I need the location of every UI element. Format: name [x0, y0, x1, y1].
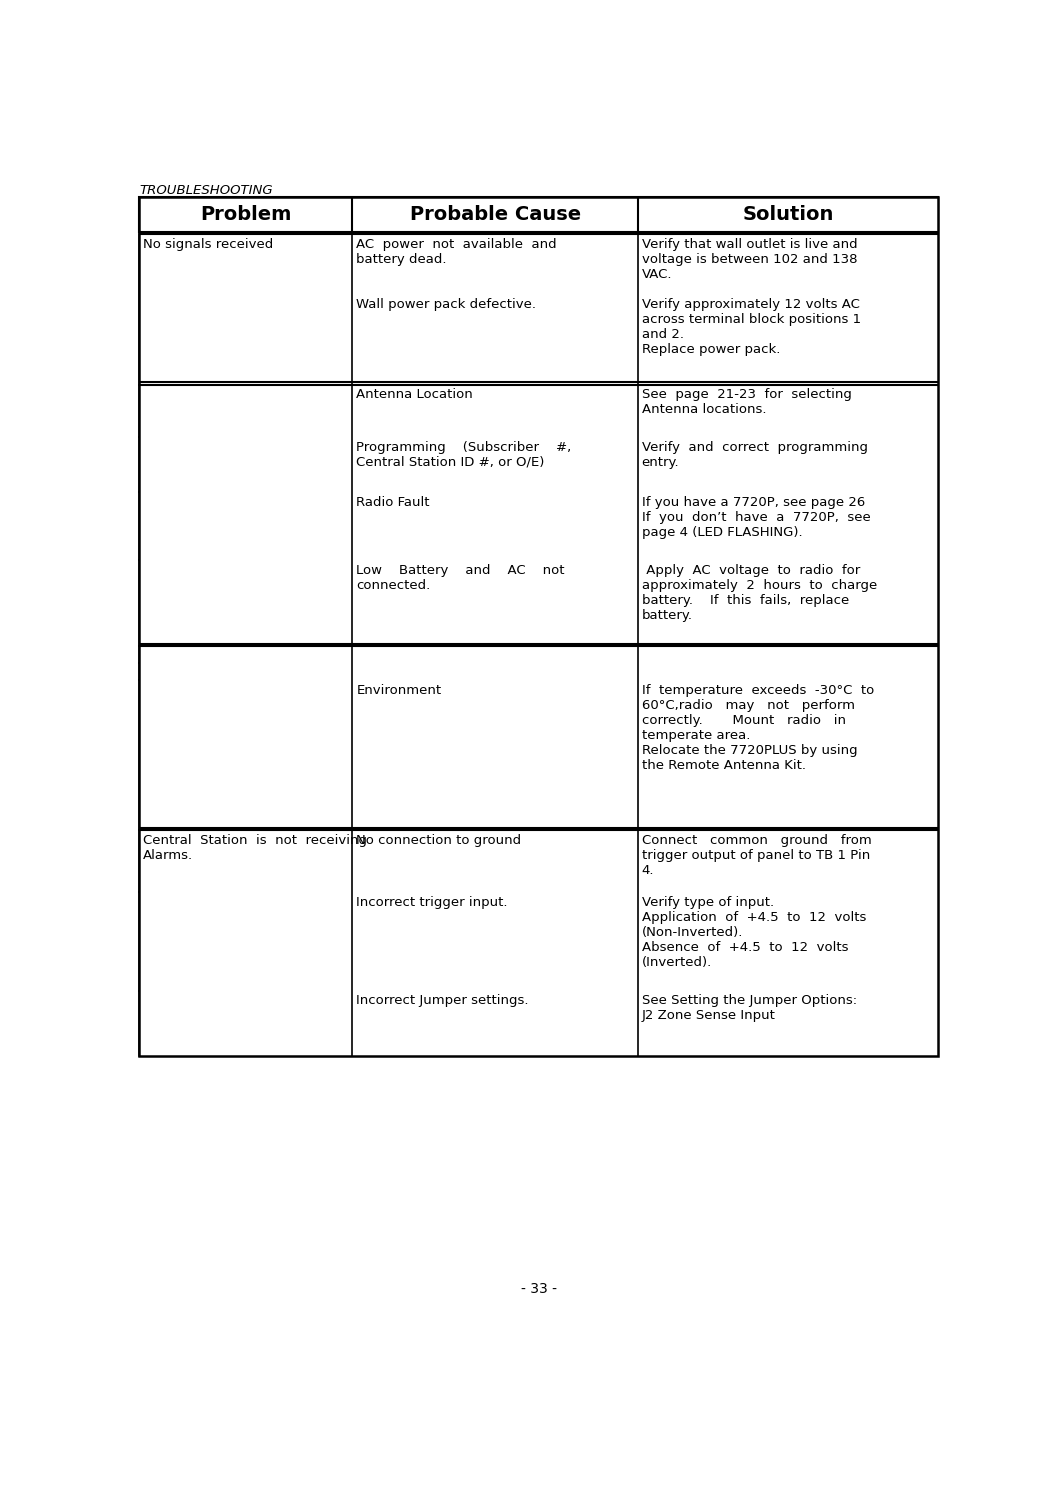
Bar	[139, 892, 352, 990]
Text: Connect   common   ground   from
trigger output of panel to TB 1 Pin
4.: Connect common ground from trigger outpu…	[641, 835, 871, 878]
Bar	[352, 493, 638, 560]
Bar	[139, 235, 352, 385]
Bar	[638, 830, 939, 892]
Bar	[352, 680, 638, 830]
Text: See Setting the Jumper Options:
J2 Zone Sense Input: See Setting the Jumper Options: J2 Zone …	[641, 995, 857, 1022]
Text: Antenna Location: Antenna Location	[356, 389, 473, 401]
Text: Apply  AC  voltage  to  radio  for
approximately  2  hours  to  charge
battery. : Apply AC voltage to radio for approximat…	[641, 564, 877, 622]
Text: Probable Cause: Probable Cause	[410, 205, 580, 224]
Bar	[352, 560, 638, 646]
Bar	[638, 437, 939, 493]
Bar	[638, 235, 939, 385]
Bar	[352, 385, 638, 437]
Text: See  page  21-23  for  selecting
Antenna locations.: See page 21-23 for selecting Antenna loc…	[641, 389, 851, 416]
Bar	[352, 437, 638, 493]
Text: No connection to ground: No connection to ground	[356, 835, 521, 848]
Bar	[139, 493, 352, 560]
Bar	[139, 646, 352, 664]
Text: Environment: Environment	[356, 685, 441, 696]
Text: Solution: Solution	[742, 205, 833, 224]
Text: Incorrect Jumper settings.: Incorrect Jumper settings.	[356, 995, 529, 1007]
Text: Incorrect trigger input.: Incorrect trigger input.	[356, 895, 508, 909]
Text: Verify type of input.
Application  of  +4.5  to  12  volts
(Non-Inverted).
Absen: Verify type of input. Application of +4.…	[641, 895, 866, 968]
Bar	[139, 198, 939, 232]
Text: Radio Fault: Radio Fault	[356, 496, 430, 509]
Bar	[638, 892, 939, 990]
Bar	[139, 830, 352, 892]
Bar	[352, 664, 638, 680]
Bar	[638, 646, 939, 664]
Text: - 33 -: - 33 -	[520, 1283, 557, 1296]
Bar	[352, 892, 638, 990]
Text: No signals received: No signals received	[143, 238, 273, 251]
Bar	[139, 437, 352, 493]
Text: Central  Station  is  not  receiving
Alarms.: Central Station is not receiving Alarms.	[143, 835, 367, 863]
Text: Verify  and  correct  programming
entry.: Verify and correct programming entry.	[641, 441, 867, 469]
Bar	[139, 198, 939, 1056]
Text: Problem: Problem	[200, 205, 291, 224]
Text: If  temperature  exceeds  -30°C  to
60°C,radio   may   not   perform
correctly. : If temperature exceeds -30°C to 60°C,rad…	[641, 685, 873, 772]
Text: Programming    (Subscriber    #,
Central Station ID #, or O/E): Programming (Subscriber #, Central Stati…	[356, 441, 572, 469]
Bar	[638, 680, 939, 830]
Bar	[139, 680, 352, 830]
Text: Low    Battery    and    AC    not
connected.: Low Battery and AC not connected.	[356, 564, 564, 593]
Bar	[352, 990, 638, 1056]
Bar	[638, 385, 939, 437]
Bar	[352, 830, 638, 892]
Bar	[638, 664, 939, 680]
Bar	[139, 385, 352, 437]
Text: If you have a 7720P, see page 26
If  you  don’t  have  a  7720P,  see
page 4 (LE: If you have a 7720P, see page 26 If you …	[641, 496, 870, 539]
Bar	[352, 646, 638, 664]
Bar	[638, 560, 939, 646]
Bar	[139, 664, 352, 680]
Text: AC  power  not  available  and
battery dead.


Wall power pack defective.: AC power not available and battery dead.…	[356, 238, 557, 312]
Bar	[139, 990, 352, 1056]
Bar	[352, 235, 638, 385]
Text: TROUBLESHOOTING: TROUBLESHOOTING	[139, 184, 273, 196]
Bar	[638, 990, 939, 1056]
Bar	[638, 493, 939, 560]
Bar	[139, 560, 352, 646]
Text: Verify that wall outlet is live and
voltage is between 102 and 138
VAC.

Verify : Verify that wall outlet is live and volt…	[641, 238, 861, 356]
